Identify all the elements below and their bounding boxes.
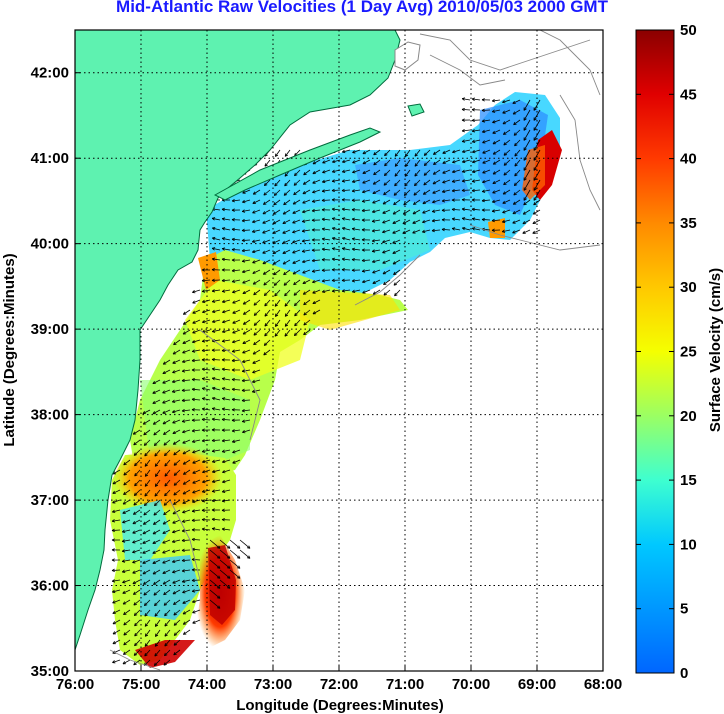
colorbar-tick-label: 35	[680, 215, 697, 232]
bathymetry-contours	[109, 30, 601, 671]
colorbar	[635, 29, 675, 674]
y-tick-label: 39:00	[31, 321, 69, 338]
colorbar-tick-label: 5	[680, 601, 688, 618]
colorbar-tick-label: 25	[680, 344, 697, 361]
y-tick-label: 37:00	[31, 492, 69, 509]
y-tick-label: 35:00	[31, 663, 69, 680]
x-axis-label: Longitude (Degrees:Minutes)	[236, 697, 444, 714]
y-tick-label: 41:00	[31, 150, 69, 167]
x-tick-label: 75:00	[122, 676, 160, 693]
x-tick-label: 72:00	[320, 676, 358, 693]
colorbar-tick-label: 0	[680, 665, 688, 682]
colorbar-tick-label: 50	[680, 22, 697, 39]
colorbar-label: Surface Velocity (cm/s)	[707, 268, 724, 432]
x-tick-label: 74:00	[188, 676, 226, 693]
x-tick-label: 76:00	[56, 676, 94, 693]
y-tick-label: 38:00	[31, 407, 69, 424]
x-tick-label: 70:00	[452, 676, 490, 693]
y-axis-label: Latitude (Degrees:Minutes)	[1, 253, 18, 446]
colorbar-tick-label: 40	[680, 151, 697, 168]
colorbar-tick-label: 30	[680, 279, 697, 296]
y-tick-label: 36:00	[31, 578, 69, 595]
y-tick-label: 40:00	[31, 236, 69, 253]
y-tick-label: 42:00	[31, 65, 69, 82]
x-tick-label: 73:00	[254, 676, 292, 693]
colorbar-tick-label: 45	[680, 86, 697, 103]
x-tick-label: 69:00	[518, 676, 556, 693]
x-tick-label: 68:00	[584, 676, 622, 693]
map-title: Mid-Atlantic Raw Velocities (1 Day Avg) …	[116, 0, 608, 16]
colorbar-tick-label: 10	[680, 536, 697, 553]
x-tick-label: 71:00	[386, 676, 424, 693]
map-grid	[75, 30, 603, 671]
land	[75, 30, 425, 651]
colorbar-tick-label: 15	[680, 472, 697, 489]
colorbar-tick-label: 20	[680, 408, 697, 425]
